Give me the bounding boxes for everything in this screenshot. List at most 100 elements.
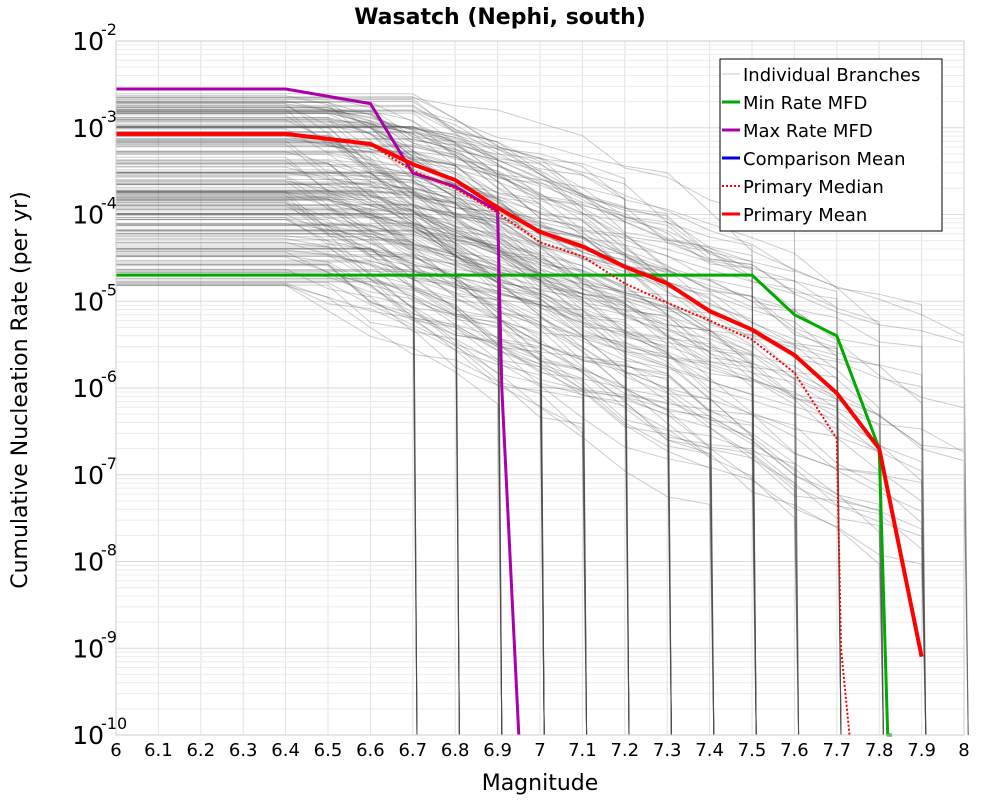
y-axis-label: Cumulative Nucleation Rate (per yr) [8,191,33,589]
branch-line [116,159,757,736]
branch-line [116,153,460,736]
y-tick-label: 10 [72,287,104,316]
branch-line [116,145,460,736]
branch-line [116,224,842,736]
branch-line [116,190,418,736]
branch-line [116,260,503,736]
y-tick-exponent: -4 [101,194,117,213]
branch-line [116,229,503,736]
branch-line [116,122,884,736]
branch-line [116,269,927,736]
branch-line [116,252,418,736]
series-primary-mean [116,131,924,658]
branch-line [116,127,884,736]
branch-line [116,208,545,736]
branch-line [116,109,927,736]
branch-line [116,247,927,736]
branch-line [116,264,800,736]
branch-line [116,175,503,736]
branch-line [116,206,418,736]
x-tick-label: 7.2 [610,740,639,761]
branch-line [116,281,927,736]
branch-line [116,171,545,736]
branch-line [116,140,588,736]
branch-line [116,126,969,736]
branch-line [116,143,588,736]
branch-line [116,255,630,736]
branch-line [116,284,588,736]
branch-line [116,223,842,736]
branch-line [116,263,800,736]
x-tick-label: 6.8 [441,740,470,761]
branch-line [116,250,800,736]
branch-line [116,113,503,736]
branch-line [116,119,927,736]
branch-line [116,138,969,736]
branch-line [116,184,503,736]
x-tick-labels: 6 6.1 6.2 6.3 6.4 6.5 6.6 6.7 6.8 6.9 7 7.1 7.2 7.3 7.… [110,740,969,761]
y-tick-exponent: -10 [101,714,127,733]
branch-line [116,138,800,736]
series-max-rate-mfd [116,87,521,736]
branch-line [116,110,842,736]
branch-line [116,202,545,736]
branch-line [116,125,800,736]
branch-line [116,232,757,736]
branch-line [116,282,588,736]
branch-line [116,232,715,736]
branch-line [116,184,672,736]
branch-line [116,107,460,736]
branch-line [116,190,588,736]
branch-line [116,217,715,736]
branch-line [116,230,757,736]
branch-line [116,208,842,736]
branch-line [116,213,800,736]
branch-line [116,248,715,736]
y-tick-label: 10 [72,27,104,56]
branch-line [116,128,672,736]
branch-line [116,101,757,736]
branch-line [116,219,418,736]
y-tick-label: 10 [72,721,104,750]
branch-line [116,126,588,736]
x-tick-label: 7 [534,740,545,761]
branch-line [116,111,545,736]
branch-line [116,171,672,736]
branch-line [116,162,757,736]
x-tick-label: 6.7 [398,740,427,761]
branch-line [116,127,630,736]
branch-line [116,270,545,736]
x-tick-label: 7.3 [653,740,682,761]
branch-line [116,113,630,736]
y-tick-exponent: -8 [101,541,117,560]
branch-line [116,268,884,736]
x-tick-label: 7.5 [738,740,767,761]
branch-line [116,219,672,736]
branch-line [116,99,418,736]
branch-line [116,212,969,736]
branch-line [116,186,757,736]
branch-line [116,191,588,736]
branch-line [116,191,757,736]
branch-line [116,196,545,736]
branch-line [116,204,460,736]
branch-line [116,180,460,736]
branch-line [116,205,630,736]
branch-line [116,131,969,736]
branch-line [116,176,588,736]
legend-label: Min Rate MFD [743,93,867,114]
branch-line [116,213,460,736]
branch-line [116,261,800,736]
branch-line [116,101,757,736]
branch-line [116,107,800,736]
branch-line [116,124,757,736]
branch-line [116,120,842,736]
branch-line [116,146,418,736]
branch-line [116,140,927,736]
branch-line [116,112,630,736]
branch-line [116,243,672,736]
branch-line [116,255,588,736]
branch-line [116,214,927,736]
branch-line [116,93,757,736]
